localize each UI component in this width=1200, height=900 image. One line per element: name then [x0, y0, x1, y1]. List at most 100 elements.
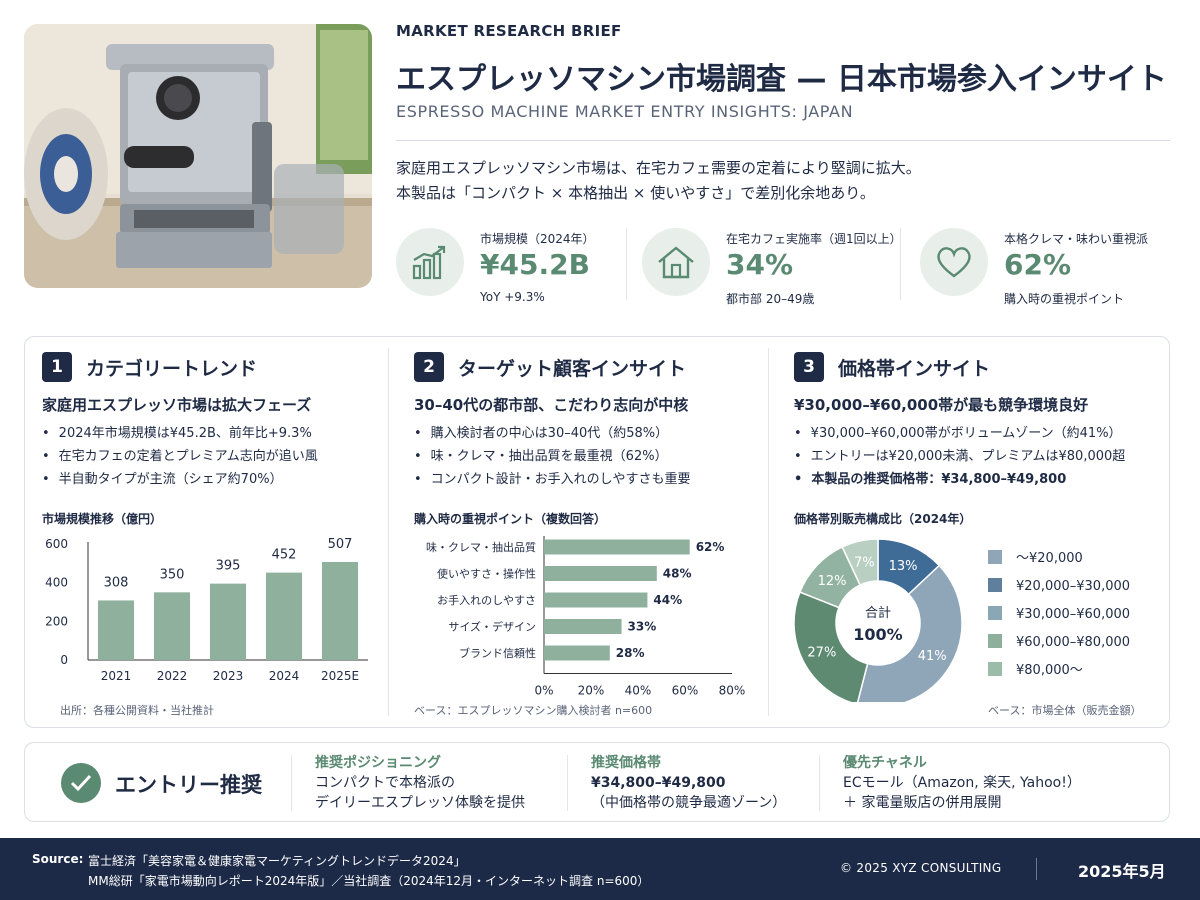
market-size-bar-chart: 0 200 400 600 308 2021 350 2022 395 2023 452 2024 50…	[45, 537, 368, 682]
chart-note: ベース：市場全体（販売金額）	[988, 704, 1142, 717]
bullet-list: ¥30,000–¥60,000帯がボリュームゾーン（約41%） エントリーは¥2…	[794, 422, 1126, 491]
bullet-item: エントリーは¥20,000未満、プレミアムは¥80,000超	[794, 445, 1126, 468]
kpi-label: 在宅カフェ実施率（週1回以上）	[726, 232, 902, 246]
donut-slice	[841, 538, 879, 586]
x-tick-label: 2021	[101, 669, 132, 682]
section-title: 価格帯インサイト	[838, 358, 991, 380]
chart-note: ベース：エスプレッソマシン購入検討者 n=600	[414, 704, 653, 717]
rec-divider	[567, 755, 568, 811]
rec-heading: 推奨価格帯	[591, 755, 661, 771]
house-icon	[642, 228, 710, 296]
slice-value-label: 7%	[854, 556, 875, 571]
rec-line: ECモール（Amazon, 楽天, Yahoo!）	[843, 775, 1081, 791]
eyebrow-label: MARKET RESEARCH BRIEF	[396, 22, 622, 40]
x-tick-label: 2025E	[321, 669, 359, 682]
kpi-divider	[900, 228, 901, 300]
section-title: ターゲット顧客インサイト	[458, 358, 687, 380]
bar	[210, 583, 246, 660]
donut-slice	[856, 564, 963, 702]
bar	[266, 572, 302, 660]
rec-line: ＋ 家電量販店の併用展開	[843, 795, 1002, 811]
rec-line: ¥34,800–¥49,800	[591, 775, 726, 791]
bar	[544, 645, 610, 661]
category-label: お手入れのしやすさ	[437, 593, 536, 607]
bar-value-label: 44%	[653, 593, 682, 607]
bullet-item: 味・クレマ・抽出品質を最重視（62%）	[414, 445, 691, 468]
category-label: 使いやすさ・操作性	[437, 567, 536, 581]
purchase-priority-bar-chart: 味・クレマ・抽出品質 62% 使いやすさ・操作性 48% お手入れのしやすさ 44% サイズ…	[426, 536, 746, 697]
page-title: エスプレッソマシン市場調査 — 日本市場参入インサイト	[396, 62, 1167, 97]
bar-value-label: 28%	[616, 646, 645, 660]
bullet-list: 購入検討者の中心は30–40代（約58%） 味・クレマ・抽出品質を最重視（62%…	[414, 422, 691, 491]
source-line-1: 富士経済「美容家電＆健康家電マーケティングトレンドデータ2024」	[88, 854, 466, 868]
bullet-item: 購入検討者の中心は30–40代（約58%）	[414, 422, 691, 445]
bullet-list: 2024年市場規模は¥45.2B、前年比+9.3% 在宅カフェの定着とプレミアム…	[42, 422, 318, 491]
bar	[154, 592, 190, 660]
donut-center-value: 100%	[853, 625, 902, 644]
report-date: 2025年5月	[1078, 862, 1166, 881]
x-tick-label: 80%	[719, 684, 746, 697]
kpi-sub: 購入時の重視ポイント	[1004, 292, 1125, 306]
bar-value-label: 308	[104, 575, 129, 590]
slice-value-label: 41%	[918, 649, 947, 664]
kpi-sub: YoY +9.3%	[480, 290, 545, 304]
espresso-machine-photo	[24, 24, 372, 288]
kpi-label: 市場規模（2024年）	[480, 232, 595, 246]
slice-value-label: 27%	[807, 646, 836, 661]
rec-line: デイリーエスプレッソ体験を提供	[315, 795, 525, 811]
section-headline: ¥30,000–¥60,000帯が最も競争環境良好	[794, 396, 1089, 414]
slice-value-label: 12%	[818, 574, 847, 589]
bullet-item: ¥30,000–¥60,000帯がボリュームゾーン（約41%）	[794, 422, 1125, 445]
category-label: 味・クレマ・抽出品質	[426, 540, 536, 554]
bar	[544, 619, 622, 634]
section-number: 2	[414, 352, 444, 382]
price-share-donut-chart: 13% 41% 27% 12% 7% 合計 100% 〜¥20,000 ¥20,000–¥30,…	[793, 538, 1130, 702]
bar-value-label: 350	[160, 567, 185, 582]
chart-up-icon	[396, 228, 464, 296]
rec-heading: 優先チャネル	[843, 755, 927, 771]
y-tick-label: 400	[45, 576, 68, 590]
chart-title: 価格帯別販売構成比（2024年）	[794, 512, 972, 526]
chart-title: 購入時の重視ポイント（複数回答）	[414, 512, 607, 526]
intro-text: 家庭用エスプレッソマシン市場は、在宅カフェ需要の定着により堅調に拡大。 本製品は…	[396, 156, 921, 206]
recommendation-bar: エントリー推奨 推奨ポジショニング コンパクトで本格派の デイリーエスプレッソ体…	[24, 742, 1170, 822]
bar-value-label: 452	[272, 548, 297, 563]
legend-swatch	[988, 578, 1002, 592]
section-headline: 家庭用エスプレッソ市場は拡大フェーズ	[42, 396, 312, 414]
x-tick-label: 0%	[534, 684, 553, 697]
y-tick-label: 600	[45, 537, 68, 551]
bar-value-label: 507	[328, 537, 353, 552]
section-number: 1	[42, 352, 72, 382]
rec-divider	[291, 755, 292, 811]
section-target-insight: 2 ターゲット顧客インサイト 30–40代の都市部、こだわり志向が中核 購入検討…	[396, 336, 768, 728]
y-tick-label: 0	[60, 653, 68, 667]
x-tick-label: 2024	[269, 669, 300, 682]
header-divider	[396, 140, 1170, 141]
chart-title: 市場規模推移（億円）	[42, 512, 163, 526]
recommendation-label: エントリー推奨	[115, 773, 262, 797]
section-number: 3	[794, 352, 824, 382]
chart-note: 出所：各種公開資料・当社推計	[60, 704, 214, 717]
intro-line-1: 家庭用エスプレッソマシン市場は、在宅カフェ需要の定着により堅調に拡大。	[396, 159, 921, 177]
category-label: サイズ・デザイン	[448, 620, 536, 634]
bar-value-label: 33%	[628, 620, 657, 634]
section-price-insight: 3 価格帯インサイト ¥30,000–¥60,000帯が最も競争環境良好 ¥30…	[776, 336, 1170, 728]
bar	[544, 539, 690, 555]
kpi-value: ¥45.2B	[480, 248, 590, 281]
legend-label: ¥80,000〜	[1016, 663, 1083, 678]
bullet-item: 2024年市場規模は¥45.2B、前年比+9.3%	[42, 422, 318, 445]
heart-icon	[920, 228, 988, 296]
bullet-item: 半自動タイプが主流（シェア約70%）	[42, 468, 318, 491]
x-tick-label: 2023	[213, 669, 244, 682]
check-icon	[61, 763, 101, 803]
kpi-sub: 都市部 20–49歳	[726, 292, 815, 306]
legend-swatch	[988, 606, 1002, 620]
column-divider	[388, 348, 389, 716]
rec-channel: 優先チャネル ECモール（Amazon, 楽天, Yahoo!） ＋ 家電量販店…	[843, 753, 1081, 813]
donut-slice	[793, 591, 869, 702]
insights-panel	[24, 336, 1170, 728]
bar-value-label: 48%	[663, 567, 692, 581]
rec-divider	[819, 755, 820, 811]
kpi-label: 本格クレマ・味わい重視派	[1004, 232, 1149, 246]
source-label: Source:	[32, 852, 84, 866]
